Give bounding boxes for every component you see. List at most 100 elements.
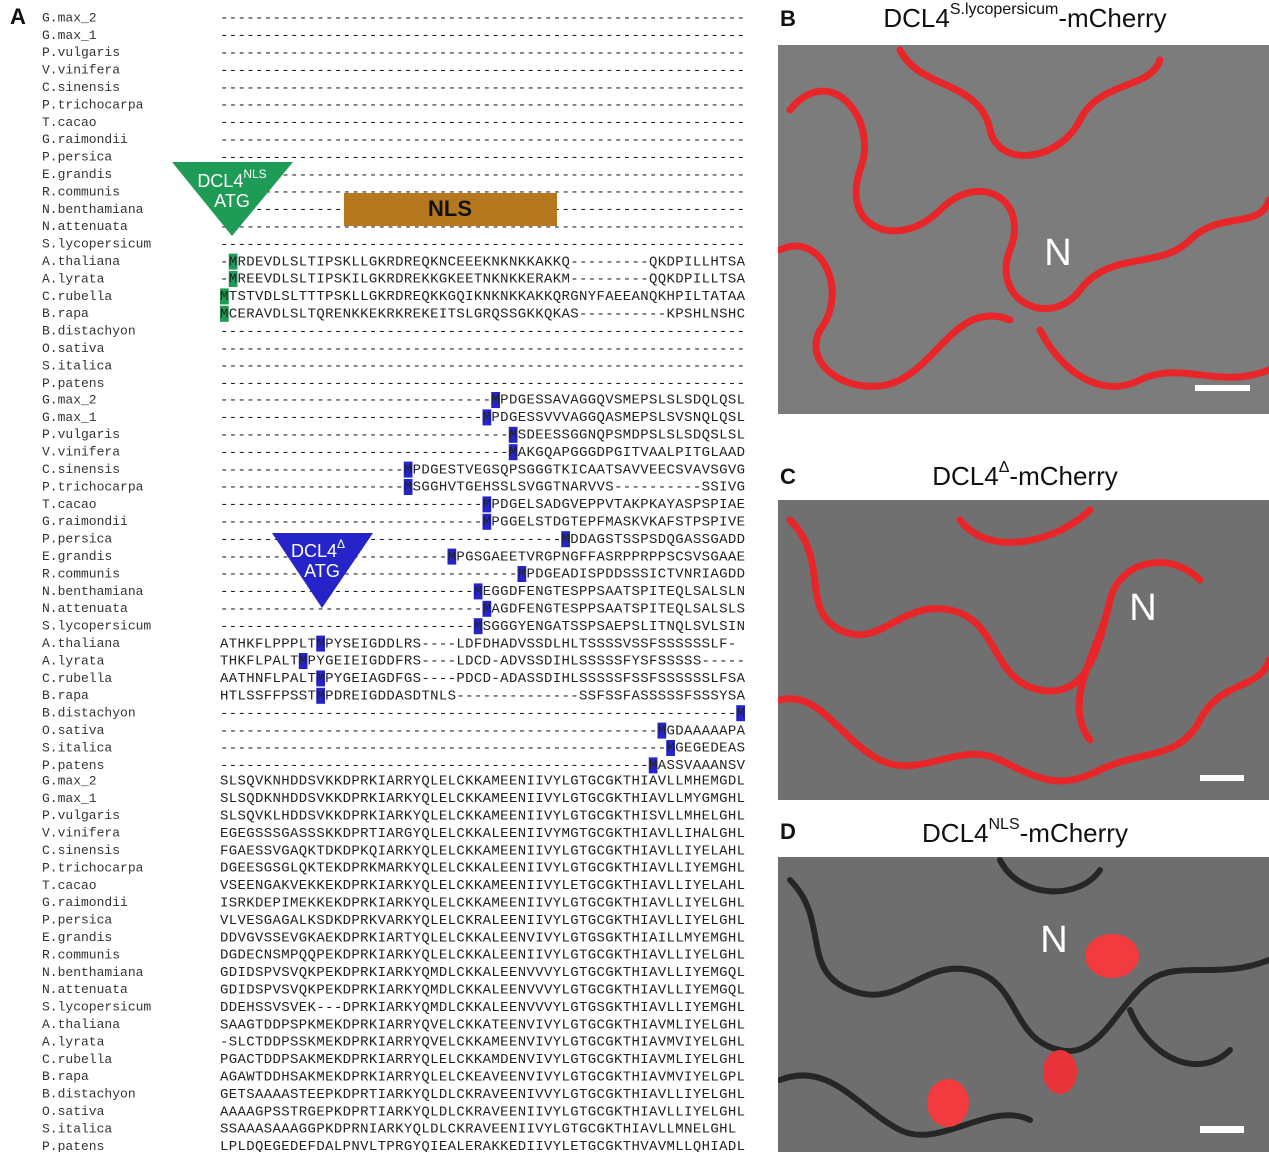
sequence: ----------------------------------------… xyxy=(220,63,745,79)
alignment: G.max_2 ---------------------------------… xyxy=(42,10,746,1152)
species-name: P.persica xyxy=(42,532,112,547)
species-name: B.rapa xyxy=(42,688,89,703)
species-name: S.lycopersicum xyxy=(42,619,151,634)
title-sup: Δ xyxy=(999,459,1010,476)
title-sup: S.lycopersicum xyxy=(950,1,1058,18)
sequence: SSAAASAAAGGPKDPRNIARKYQLDLCKRAVEENIIVYLG… xyxy=(220,1122,736,1138)
species-name: P.persica xyxy=(42,913,112,928)
sequence: ----------------------------------------… xyxy=(220,28,745,44)
sequence: VLVESGAGALKSDKDPRKVARKYQLELCKRALEENIIVYL… xyxy=(220,913,745,929)
sequence: ---------------------MSGGHVTGEHSSLSVGGTN… xyxy=(220,480,745,496)
sequence: ----------------------------------------… xyxy=(220,11,745,27)
sequence: ATHKFLPPPLTMPYSEIGDDLRS----LDFDHADVSSDLH… xyxy=(220,636,736,652)
sequence: ------------------------------MPGGELSTDG… xyxy=(220,515,745,531)
sequence: ----------------------------------------… xyxy=(220,115,745,131)
species-name: A.thaliana xyxy=(42,1017,120,1032)
species-name: S.italica xyxy=(42,740,112,755)
panel-label: C xyxy=(780,464,796,489)
panel-title: DCL4S.lycopersicum-mCherry xyxy=(883,1,1166,33)
species-name: C.sinensis xyxy=(42,462,120,477)
sequence: ----------------------------------------… xyxy=(220,741,745,757)
species-name: P.trichocarpa xyxy=(42,479,144,494)
species-name: R.communis xyxy=(42,566,120,581)
species-name: S.lycopersicum xyxy=(42,237,151,252)
species-name: G.max_1 xyxy=(42,28,97,43)
sequence: -MREEVDLSLTIPSKILGKRDREKKGKEETNKNKKERAKM… xyxy=(220,272,746,288)
sequence: ----------------------------------------… xyxy=(220,167,745,183)
species-name: G.raimondii xyxy=(42,132,128,147)
species-name: P.vulgaris xyxy=(42,427,120,442)
panel-label: A xyxy=(10,4,26,29)
sequence: VSEENGAKVEKKEKDPRKIARKYQLELCKKAMEENIIVYL… xyxy=(220,878,745,894)
sequence: ----------------------------------------… xyxy=(220,376,745,392)
sequence: FGAESSVGAQKTDKDPKQIARKYQLELCKKAMEENIIVYL… xyxy=(220,843,745,859)
title-suffix: -mCherry xyxy=(1058,3,1166,33)
species-name: T.cacao xyxy=(42,497,97,512)
sequence: EGEGSSSGASSSKKDPRTIARGYQLELCKKALEENIIVYM… xyxy=(220,826,745,842)
species-name: G.max_2 xyxy=(42,392,97,407)
sequence: ----------------------------------------… xyxy=(220,98,745,114)
species-name: R.communis xyxy=(42,184,120,199)
species-name: C.rubella xyxy=(42,1052,112,1067)
species-name: A.lyrata xyxy=(42,653,105,668)
sequence: ------------------------------MPDGESSVVV… xyxy=(220,410,745,426)
sequence: -SLCTDDPSSKMEKDPRKIARRYQVELCKKAMEENVIVYL… xyxy=(220,1035,745,1051)
annotation: DCL4Δ xyxy=(291,537,345,561)
nucleus-marker: N xyxy=(1129,587,1156,629)
sequence: SLSQVKNHDDSVKKDPRKIARRYQLELCKKAMEENIIVYL… xyxy=(220,774,745,790)
species-name: B.rapa xyxy=(42,1069,89,1084)
sequence: DGDECNSMPQQPEKDPRKIARKYQLELCKKALEENIIVYL… xyxy=(220,948,745,964)
sequence: DDEHSSVSVEK---DPRKIARKYQMDLCKKALEENVVVYL… xyxy=(220,1000,745,1016)
sequence: ----------------------------------------… xyxy=(220,758,746,774)
sequence: AATHNFLPALTMPYGEIAGDFGS----PDCD-ADASSDIH… xyxy=(220,671,746,687)
sequence: ISRKDEPIMEKKEKDPRKIARKYQLELCKKAMEENIIVYL… xyxy=(220,896,745,912)
sequence: HTLSSFFPSSTMPDREIGDDASDTNLS-------------… xyxy=(220,689,746,705)
micrograph xyxy=(778,857,1269,1152)
species-name: O.sativa xyxy=(42,341,105,356)
title-main: DCL4 xyxy=(922,818,988,848)
sequence: ---------------------------------MSDEESS… xyxy=(220,428,745,444)
sequence: THKFLPALTMPYGEIEIGDDFRS----LDCD-ADVSSDIH… xyxy=(220,654,745,670)
species-name: P.patens xyxy=(42,758,104,773)
sequence: MCERAVDLSLTQRENKKEKRKREKEITSLGRQSSGKKQKA… xyxy=(220,307,745,323)
sequence: ----------------------------------------… xyxy=(220,341,745,357)
sequence: ------------------------------MAGDFENGTE… xyxy=(220,602,745,618)
sequence: GDIDSPVSVQKPEKDPRKIARKYQMDLCKKALEENVVVYL… xyxy=(220,965,745,981)
title-main: DCL4 xyxy=(883,3,949,33)
species-name: P.vulgaris xyxy=(42,808,120,823)
species-name: O.sativa xyxy=(42,723,105,738)
species-name: N.attenuata xyxy=(42,601,128,616)
sequence: LPLDQEGEDEFDALPNVLTPRGYQIEALERAKKEDIIVYL… xyxy=(220,1139,745,1152)
species-name: P.persica xyxy=(42,150,112,165)
sequence: ----------------------------------------… xyxy=(220,80,745,96)
species-name: V.vinifera xyxy=(42,826,120,841)
species-name: C.rubella xyxy=(42,289,112,304)
species-name: T.cacao xyxy=(42,878,97,893)
species-name: G.raimondii xyxy=(42,895,128,910)
sequence: -------------------------------MPDGESSAV… xyxy=(220,393,745,409)
species-name: G.max_1 xyxy=(42,410,97,425)
species-name: G.max_1 xyxy=(42,791,97,806)
species-name: P.patens xyxy=(42,1139,104,1152)
annotation: NLS xyxy=(428,196,472,221)
sequence: ---------------------------------MAKGQAP… xyxy=(220,445,745,461)
sequence: ------------------------------MPDGELSADG… xyxy=(220,497,745,513)
annotation: ATG xyxy=(214,191,250,211)
sequence: AAAAGPSSTRGEPKDPRTIARKYQLDLCKRAVEENIIVYL… xyxy=(220,1104,745,1120)
sequence: ----------------------------------------… xyxy=(220,723,746,739)
panel-label: B xyxy=(780,6,796,31)
title-suffix: -mCherry xyxy=(1009,461,1117,491)
title-main: DCL4 xyxy=(932,461,998,491)
species-name: C.sinensis xyxy=(42,843,120,858)
sequence: AGAWTDDHSAKMEKDPRKIARRYQLELCKEAVEENVIVYL… xyxy=(220,1070,745,1086)
species-name: B.distachyon xyxy=(42,324,136,339)
species-name: G.max_2 xyxy=(42,10,97,25)
species-name: G.raimondii xyxy=(42,514,128,529)
species-name: V.vinifera xyxy=(42,445,120,460)
sequence: -----------------------------MEGGDFENGTE… xyxy=(220,584,745,600)
species-name: S.lycopersicum xyxy=(42,1000,151,1015)
species-name: T.cacao xyxy=(42,115,97,130)
species-name: S.italica xyxy=(42,358,112,373)
species-name: E.grandis xyxy=(42,167,112,182)
sequence: MTSTVDLSLTTTPSKLLGKRDREQKKGQIKNKNKKAKKQR… xyxy=(220,289,746,305)
